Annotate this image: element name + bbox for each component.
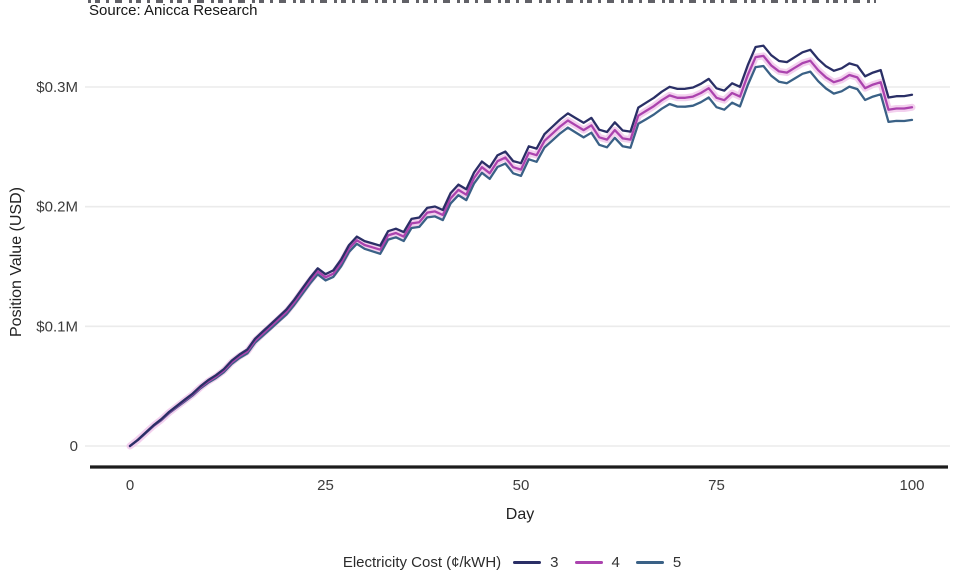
legend: Electricity Cost (¢/kWH) 3 4 5 bbox=[80, 551, 960, 573]
x-tick-label: 50 bbox=[513, 477, 530, 494]
series-line-5 bbox=[128, 64, 914, 448]
x-tick-label: 75 bbox=[708, 477, 725, 494]
legend-label-5: 5 bbox=[672, 553, 682, 571]
cropped-title-fragment bbox=[88, 0, 876, 3]
series-line-3 bbox=[128, 44, 914, 448]
legend-swatch-4 bbox=[574, 560, 603, 564]
y-tick-label: $0.1M bbox=[36, 318, 78, 335]
y-tick-label: $0.2M bbox=[36, 199, 78, 216]
y-axis-title: Position Value (USD) bbox=[8, 187, 25, 337]
legend-swatch-3 bbox=[513, 560, 542, 564]
x-tick-label: 25 bbox=[317, 477, 334, 494]
source-label: Source: Anicca Research bbox=[89, 2, 258, 19]
legend-label-4: 4 bbox=[611, 553, 620, 571]
legend-swatch-5 bbox=[635, 560, 664, 564]
series-4-halo bbox=[126, 52, 916, 450]
x-axis-title: Day bbox=[505, 506, 535, 523]
y-tick-label: 0 bbox=[70, 438, 78, 455]
legend-item-5: 5 bbox=[635, 553, 682, 571]
legend-item-4: 4 bbox=[574, 553, 620, 571]
x-tick-label: 100 bbox=[899, 477, 924, 494]
series-line-4 bbox=[128, 54, 914, 448]
legend-item-3: 3 bbox=[513, 553, 559, 571]
y-tick-label: $0.3M bbox=[36, 79, 78, 96]
legend-label-3: 3 bbox=[550, 553, 559, 571]
legend-items: 3 4 5 bbox=[513, 554, 697, 571]
legend-title: Electricity Cost (¢/kWH) bbox=[342, 553, 502, 571]
line-chart-plot-area: 0 $0.1M $0.2M $0.3M 0 25 50 75 100 bbox=[36, 44, 950, 494]
x-tick-label: 0 bbox=[126, 477, 134, 494]
